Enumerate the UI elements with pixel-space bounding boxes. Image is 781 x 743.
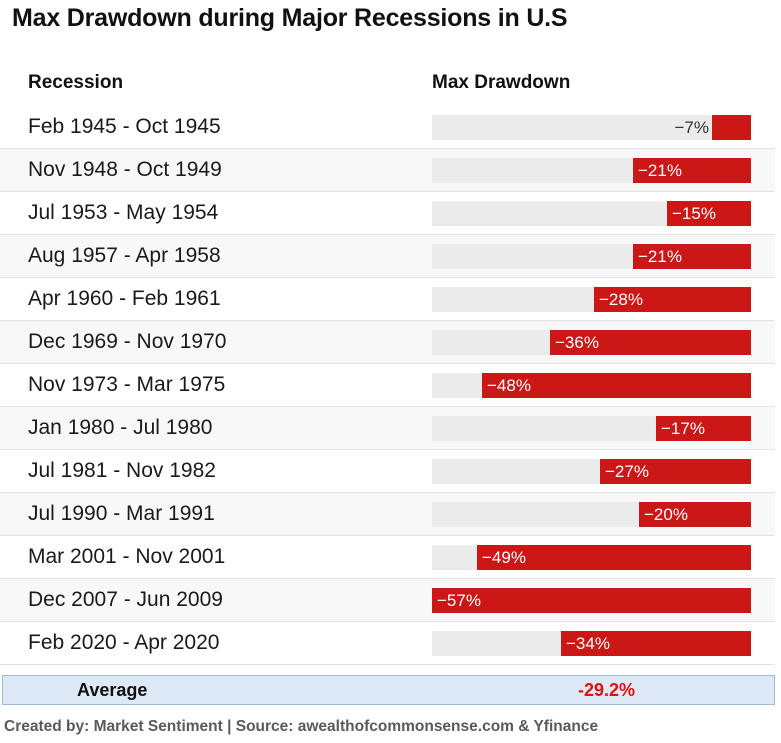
drawdown-value-label: −21% (638, 247, 682, 266)
drawdown-value-label: −36% (555, 333, 599, 352)
drawdown-value-label: −7% (674, 118, 710, 137)
bar-track: −27% (432, 459, 751, 484)
recession-label: Aug 1957 - Apr 1958 (28, 244, 221, 267)
drawdown-bar (712, 115, 751, 140)
bar-track: −17% (432, 416, 751, 441)
bar-track: −28% (432, 287, 751, 312)
drawdown-value-label: −57% (437, 591, 481, 610)
bar-track: −21% (432, 244, 751, 269)
drawdown-value-label: −49% (482, 548, 526, 567)
drawdown-value-label: −17% (661, 419, 705, 438)
recession-label: Nov 1948 - Oct 1949 (28, 158, 222, 181)
recession-label: Jul 1953 - May 1954 (28, 201, 219, 224)
recession-label: Apr 1960 - Feb 1961 (28, 287, 221, 310)
drawdown-value-label: −28% (599, 290, 643, 309)
recession-label: Jul 1990 - Mar 1991 (28, 502, 215, 525)
drawdown-bar (633, 244, 751, 269)
recession-label: Dec 1969 - Nov 1970 (28, 330, 227, 353)
table-row: Apr 1960 - Feb 1961 −28% (0, 278, 775, 321)
column-header-drawdown: Max Drawdown (432, 72, 571, 93)
drawdown-value-label: −34% (566, 634, 610, 653)
table-row: Dec 2007 - Jun 2009 −57% (0, 579, 775, 622)
average-row: Average -29.2% (2, 675, 775, 705)
average-label: Average (77, 680, 148, 700)
table-row: Feb 2020 - Apr 2020 −34% (0, 622, 775, 665)
bar-track: −21% (432, 158, 751, 183)
drawdown-bar (594, 287, 751, 312)
recession-label: Mar 2001 - Nov 2001 (28, 545, 226, 568)
table-row: Jul 1953 - May 1954 −15% (0, 192, 775, 235)
bar-track: −7% (432, 115, 751, 140)
table-row: Feb 1945 - Oct 1945 −7% (0, 106, 775, 149)
drawdown-table: Feb 1945 - Oct 1945 −7% Nov 1948 - Oct 194… (0, 106, 775, 665)
bar-track: −49% (432, 545, 751, 570)
drawdown-value-label: −27% (605, 462, 649, 481)
chart-title: Max Drawdown during Major Recessions in … (12, 4, 568, 32)
bar-track: −20% (432, 502, 751, 527)
drawdown-bar (482, 373, 751, 398)
drawdown-bar (561, 631, 751, 656)
table-row: Aug 1957 - Apr 1958 −21% (0, 235, 775, 278)
bar-track: −48% (432, 373, 751, 398)
bar-track: −36% (432, 330, 751, 355)
recession-label: Feb 1945 - Oct 1945 (28, 115, 221, 138)
recession-label: Feb 2020 - Apr 2020 (28, 631, 220, 654)
drawdown-value-label: −20% (644, 505, 688, 524)
table-row: Jul 1990 - Mar 1991 −20% (0, 493, 775, 536)
table-row: Jan 1980 - Jul 1980 −17% (0, 407, 775, 450)
bar-track: −34% (432, 631, 751, 656)
drawdown-value-label: −21% (638, 161, 682, 180)
source-footer: Created by: Market Sentiment | Source: a… (4, 718, 599, 735)
table-row: Mar 2001 - Nov 2001 −49% (0, 536, 775, 579)
recession-label: Nov 1973 - Mar 1975 (28, 373, 226, 396)
table-row: Nov 1973 - Mar 1975 −48% (0, 364, 775, 407)
drawdown-bar (656, 416, 751, 441)
bar-track: −15% (432, 201, 751, 226)
table-row: Jul 1981 - Nov 1982 −27% (0, 450, 775, 493)
recession-label: Jul 1981 - Nov 1982 (28, 459, 216, 482)
average-value: -29.2% (578, 680, 636, 700)
drawdown-bar (639, 502, 751, 527)
bar-track: −57% (432, 588, 751, 613)
table-row: Dec 1969 - Nov 1970 −36% (0, 321, 775, 364)
drawdown-value-label: −15% (672, 204, 716, 223)
recession-label: Jan 1980 - Jul 1980 (28, 416, 213, 439)
recession-label: Dec 2007 - Jun 2009 (28, 588, 223, 611)
drawdown-bar (600, 459, 751, 484)
drawdown-value-label: −48% (487, 376, 531, 395)
drawdown-bar (633, 158, 751, 183)
drawdown-bar (550, 330, 751, 355)
table-row: Nov 1948 - Oct 1949 −21% (0, 149, 775, 192)
column-header-recession: Recession (28, 72, 124, 93)
drawdown-bar (432, 588, 751, 613)
drawdown-bar (667, 201, 751, 226)
drawdown-bar (477, 545, 751, 570)
